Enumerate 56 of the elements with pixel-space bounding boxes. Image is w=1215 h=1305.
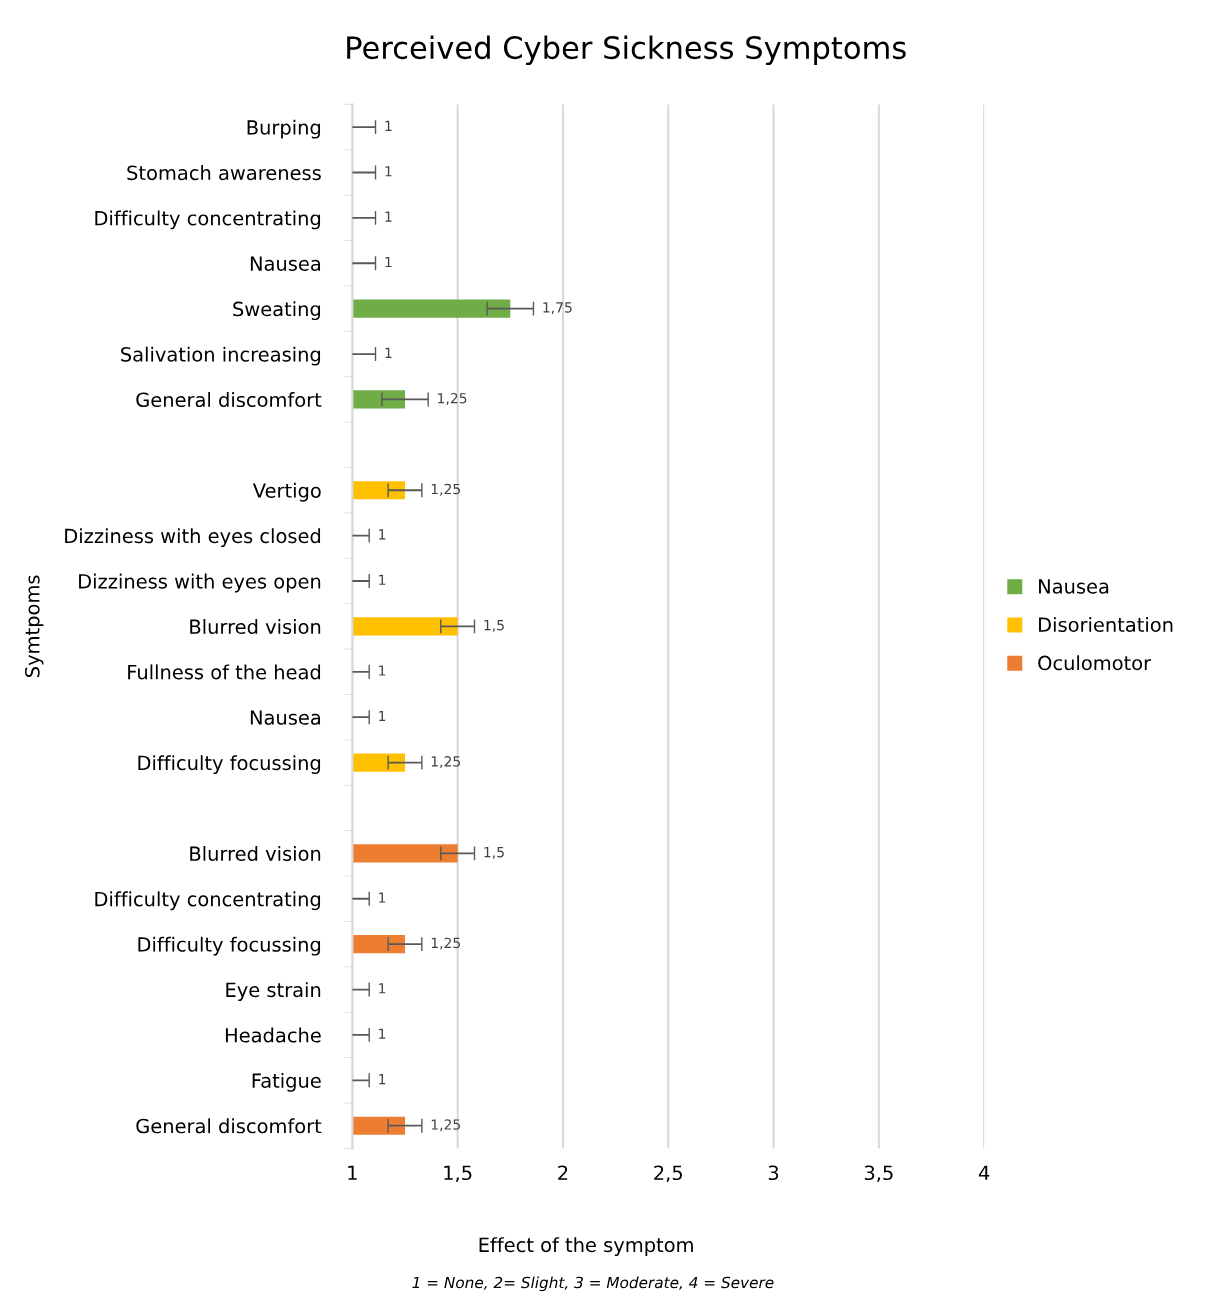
data-label: 1 (379, 1028, 386, 1039)
y-axis-title: Symtpoms (24, 575, 44, 677)
data-label: 1 (385, 120, 392, 131)
data-label: 1,25 (438, 392, 467, 405)
y-tick-label: Vertigo (252, 482, 321, 502)
chart-title: Perceived Cyber Sickness Symptoms (347, 35, 906, 66)
y-tick-label: Nausea (250, 710, 321, 725)
y-tick-label: Stomach awareness (127, 165, 321, 181)
y-tick-label: Dizziness with eyes closed (65, 528, 321, 548)
data-label: 1 (385, 211, 392, 222)
data-label: 1 (385, 166, 392, 177)
y-tick-label: Fatigue (252, 1072, 321, 1092)
y-tick-label: General discomfort (136, 392, 322, 408)
data-label: 1 (379, 1074, 386, 1085)
legend-label: Disorientation (1039, 616, 1173, 633)
y-tick-label: Difficulty concentrating (95, 891, 321, 911)
data-label: 1 (379, 529, 386, 540)
y-tick-label: Burping (247, 119, 321, 139)
data-label: 1 (385, 256, 392, 268)
x-tick-label: 3,5 (864, 1165, 893, 1183)
legend-label: Oculomotor (1038, 655, 1152, 671)
data-label: 1,25 (431, 1119, 460, 1132)
x-tick-label: 3 (768, 1165, 779, 1181)
data-label: 1,25 (431, 756, 460, 769)
legend-label: Nausea (1039, 579, 1109, 594)
y-tick-label: Blurred vision (190, 619, 321, 635)
data-label: 1 (385, 347, 392, 358)
x-tick-label: 2,5 (654, 1165, 683, 1183)
y-tick-label: Difficulty focussing (138, 936, 321, 956)
data-label: 1 (379, 892, 386, 903)
data-label: 1,75 (543, 302, 572, 315)
x-axis-title: Effect of the symptom (479, 1237, 693, 1256)
data-label: 1,5 (484, 620, 504, 632)
y-tick-label: Salivation increasing (121, 346, 321, 366)
y-tick-label: Headache (225, 1027, 321, 1043)
text: 1 = None, 2= Slight, 3 = Moderate, 4 = Severe (412, 1276, 774, 1292)
data-label: 1,25 (431, 937, 460, 950)
y-tick-label: Dizziness with eyes open (79, 573, 321, 593)
y-tick-label: General discomfort (136, 1118, 322, 1134)
data-label: 1 (379, 710, 386, 722)
y-tick-label: Fullness of the head (128, 664, 321, 680)
data-label: 1 (379, 574, 386, 585)
data-label: 1,25 (431, 483, 460, 496)
y-tick-label: Nausea (250, 256, 321, 271)
x-tick-label: 1,5 (444, 1165, 472, 1183)
x-tick-label: 4 (978, 1165, 990, 1180)
x-tick-label: 1 (348, 1165, 357, 1180)
x-tick-label: 2 (558, 1165, 568, 1180)
data-label: 1,5 (484, 847, 504, 859)
y-tick-label: Blurred vision (190, 845, 321, 862)
y-tick-label: Difficulty focussing (138, 755, 321, 775)
y-tick-label: Eye strain (226, 982, 321, 1001)
y-tick-label: Sweating (233, 301, 321, 321)
y-tick-label: Difficulty concentrating (95, 210, 321, 230)
data-label: 1 (379, 665, 386, 676)
data-label: 1 (379, 983, 386, 994)
